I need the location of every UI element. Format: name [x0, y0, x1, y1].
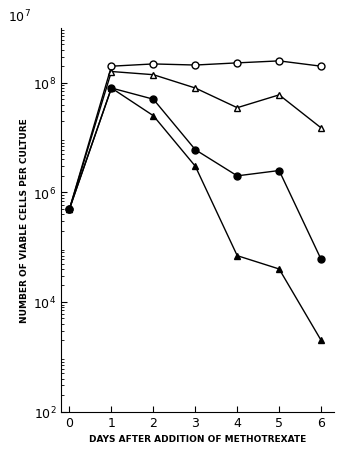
Text: $10^7$: $10^7$ [8, 8, 31, 25]
Y-axis label: NUMBER OF VIABLE CELLS PER CULTURE: NUMBER OF VIABLE CELLS PER CULTURE [20, 118, 29, 322]
X-axis label: DAYS AFTER ADDITION OF METHOTREXATE: DAYS AFTER ADDITION OF METHOTREXATE [89, 434, 306, 443]
